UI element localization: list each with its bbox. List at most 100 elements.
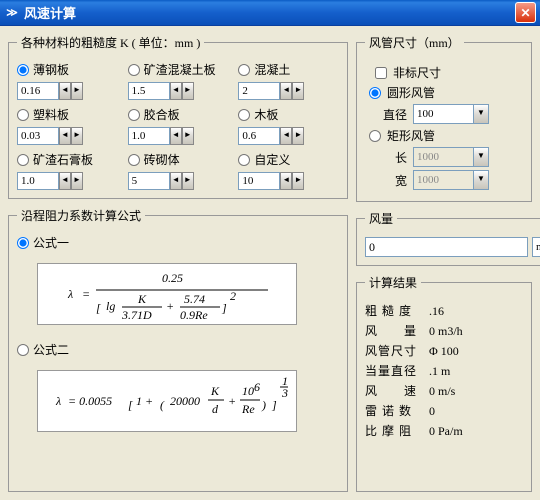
app-icon: ≫ bbox=[4, 5, 20, 21]
svg-text:0.25: 0.25 bbox=[162, 271, 183, 285]
rect-duct-radio[interactable]: 矩形风管 bbox=[369, 127, 523, 144]
material-radio-0[interactable]: 薄钢板 bbox=[17, 61, 118, 78]
formula-group: 沿程阻力系数计算公式 公式一 λ = 0.25 [ lg K 3.71 bbox=[8, 207, 348, 492]
diameter-combo[interactable]: ▼ bbox=[413, 104, 489, 124]
material-value-input-5[interactable] bbox=[238, 127, 280, 145]
material-label: 混凝土 bbox=[254, 61, 290, 78]
material-radio-3[interactable]: 塑料板 bbox=[17, 106, 118, 123]
diameter-dropdown[interactable]: ▼ bbox=[473, 104, 489, 124]
svg-text:= 0.0055: = 0.0055 bbox=[68, 394, 112, 408]
length-dropdown[interactable]: ▼ bbox=[473, 147, 489, 167]
material-label: 自定义 bbox=[254, 151, 290, 168]
material-value-input-6[interactable] bbox=[17, 172, 59, 190]
material-value-input-1[interactable] bbox=[128, 82, 170, 100]
material-label: 矿渣石膏板 bbox=[33, 151, 93, 168]
spin-left-3[interactable]: ◄ bbox=[59, 127, 71, 145]
material-value-input-3[interactable] bbox=[17, 127, 59, 145]
result-value: 0 m3/h bbox=[429, 321, 523, 341]
width-combo[interactable]: ▼ bbox=[413, 170, 489, 190]
window-title: 风速计算 bbox=[24, 3, 515, 22]
round-duct-radio[interactable]: 圆形风管 bbox=[369, 84, 523, 101]
svg-text:106: 106 bbox=[242, 380, 260, 398]
spin-left-2[interactable]: ◄ bbox=[280, 82, 292, 100]
material-value-input-0[interactable] bbox=[17, 82, 59, 100]
close-button[interactable]: ✕ bbox=[515, 2, 536, 23]
material-value-input-7[interactable] bbox=[128, 172, 170, 190]
material-radio-5[interactable]: 木板 bbox=[238, 106, 339, 123]
formula2-radio[interactable]: 公式二 bbox=[17, 341, 339, 358]
spin-right-5[interactable]: ► bbox=[292, 127, 304, 145]
svg-text:0.9Re: 0.9Re bbox=[180, 308, 208, 322]
content: 土木在线 各种材料的粗糙度 K ( 单位：mm ) 薄钢板 ◄ ► 矿渣混凝土板… bbox=[0, 26, 540, 500]
spin-right-8[interactable]: ► bbox=[292, 172, 304, 190]
material-value-input-8[interactable] bbox=[238, 172, 280, 190]
flow-group: 风量 ▼ bbox=[356, 210, 540, 266]
material-label: 胶合板 bbox=[144, 106, 180, 123]
result-value: 0 bbox=[429, 401, 523, 421]
spin-left-5[interactable]: ◄ bbox=[280, 127, 292, 145]
spin-left-6[interactable]: ◄ bbox=[59, 172, 71, 190]
flow-input[interactable] bbox=[365, 237, 528, 257]
formula-legend: 沿程阻力系数计算公式 bbox=[17, 207, 145, 224]
spin-left-1[interactable]: ◄ bbox=[170, 82, 182, 100]
flow-unit-combo[interactable]: ▼ bbox=[532, 237, 540, 257]
spin-left-4[interactable]: ◄ bbox=[170, 127, 182, 145]
material-value-input-2[interactable] bbox=[238, 82, 280, 100]
spin-right-1[interactable]: ► bbox=[182, 82, 194, 100]
result-label: 比 摩 阻 bbox=[365, 421, 429, 441]
diameter-input[interactable] bbox=[413, 104, 473, 124]
spin-right-6[interactable]: ► bbox=[71, 172, 83, 190]
material-radio-7[interactable]: 砖砌体 bbox=[128, 151, 229, 168]
result-label: 风 速 bbox=[365, 381, 429, 401]
duct-group: 风管尺寸（mm） 非标尺寸 圆形风管 直径 ▼ 矩形风管 长 bbox=[356, 34, 532, 202]
material-label: 塑料板 bbox=[33, 106, 69, 123]
formula1-radio[interactable]: 公式一 bbox=[17, 234, 339, 251]
spin-left-7[interactable]: ◄ bbox=[170, 172, 182, 190]
svg-text:2: 2 bbox=[230, 289, 236, 303]
width-dropdown[interactable]: ▼ bbox=[473, 170, 489, 190]
svg-text:λ: λ bbox=[55, 394, 61, 408]
width-input bbox=[413, 170, 473, 190]
material-radio-4[interactable]: 胶合板 bbox=[128, 106, 229, 123]
svg-text:+: + bbox=[166, 299, 174, 313]
length-combo[interactable]: ▼ bbox=[413, 147, 489, 167]
svg-text:=: = bbox=[82, 287, 90, 301]
result-label: 风管尺寸 bbox=[365, 341, 429, 361]
material-value-input-4[interactable] bbox=[128, 127, 170, 145]
result-row-0: 粗 糙 度.16 bbox=[365, 301, 523, 321]
spin-right-0[interactable]: ► bbox=[71, 82, 83, 100]
svg-text:3: 3 bbox=[281, 386, 288, 400]
svg-text:[: [ bbox=[128, 398, 134, 412]
material-radio-2[interactable]: 混凝土 bbox=[238, 61, 339, 78]
svg-text:Re: Re bbox=[241, 402, 255, 416]
materials-group: 各种材料的粗糙度 K ( 单位：mm ) 薄钢板 ◄ ► 矿渣混凝土板 ◄ ► … bbox=[8, 34, 348, 199]
result-label: 粗 糙 度 bbox=[365, 301, 429, 321]
spin-right-2[interactable]: ► bbox=[292, 82, 304, 100]
flow-unit-input[interactable] bbox=[532, 237, 540, 257]
material-label: 砖砌体 bbox=[144, 151, 180, 168]
svg-text:λ: λ bbox=[67, 287, 73, 301]
length-input bbox=[413, 147, 473, 167]
materials-legend: 各种材料的粗糙度 K ( 单位：mm ) bbox=[17, 34, 204, 51]
spin-left-0[interactable]: ◄ bbox=[59, 82, 71, 100]
svg-text:20000: 20000 bbox=[170, 394, 200, 408]
svg-text:[: [ bbox=[96, 301, 102, 315]
titlebar: ≫ 风速计算 ✕ bbox=[0, 0, 540, 26]
nonstd-checkbox[interactable]: 非标尺寸 bbox=[375, 64, 523, 81]
result-value: 0 Pa/m bbox=[429, 421, 523, 441]
length-label: 长 bbox=[375, 149, 407, 166]
spin-right-4[interactable]: ► bbox=[182, 127, 194, 145]
material-radio-8[interactable]: 自定义 bbox=[238, 151, 339, 168]
svg-text:]: ] bbox=[221, 301, 227, 315]
spin-left-8[interactable]: ◄ bbox=[280, 172, 292, 190]
result-value: .16 bbox=[429, 301, 523, 321]
material-radio-6[interactable]: 矿渣石膏板 bbox=[17, 151, 118, 168]
spin-right-7[interactable]: ► bbox=[182, 172, 194, 190]
result-value: .1 m bbox=[429, 361, 523, 381]
result-row-1: 风 量0 m3/h bbox=[365, 321, 523, 341]
formula2-image: λ = 0.0055 [ 1 + ( 20000 K d + 106 Re ) bbox=[37, 370, 297, 432]
spin-right-3[interactable]: ► bbox=[71, 127, 83, 145]
svg-text:K: K bbox=[137, 292, 147, 306]
material-radio-1[interactable]: 矿渣混凝土板 bbox=[128, 61, 229, 78]
result-label: 雷 诺 数 bbox=[365, 401, 429, 421]
